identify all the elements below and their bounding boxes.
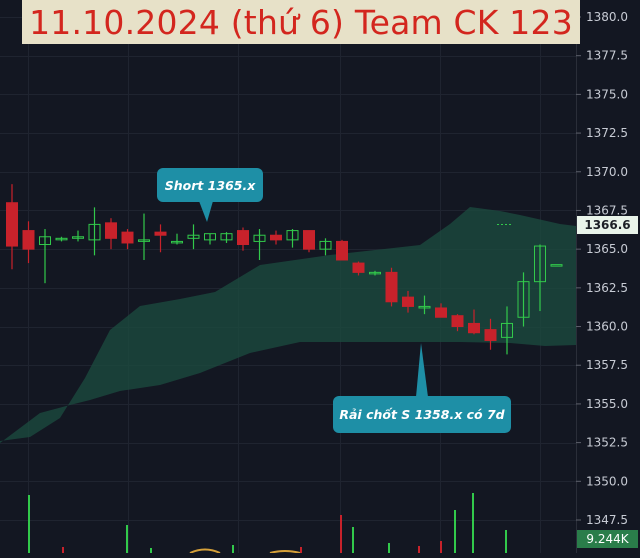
candles [6,184,563,355]
candle-body [435,307,447,318]
short-callout-pointer [199,201,213,222]
price-axis: 1380.0 1377.5 1375.0 1372.5 1370.0 1367.5 1365… [576,10,628,527]
candle-body [550,264,563,267]
volume-bar [340,515,342,553]
y-tick-label: 1380.0 [586,10,628,24]
candle-body [6,202,18,247]
volume-bar [388,543,390,553]
candle-body [138,239,150,242]
y-tick-label: 1350.0 [586,474,628,488]
candle-body [55,237,68,241]
candle-body [154,231,167,236]
candle-body [270,234,282,241]
cloud [0,207,576,443]
volume-bar [232,545,234,553]
candle-body [204,233,216,241]
close-callout-text: Rải chốt S 1358.x có 7d [339,407,505,422]
volume-bar [454,510,456,553]
y-tick-label: 1357.5 [586,358,628,372]
y-tick-label: 1347.5 [586,513,628,527]
candle-body [369,271,381,275]
volume-bar [28,495,30,553]
candle-body [105,222,117,239]
volume-bar [150,548,152,553]
candle-body [418,305,431,309]
volume-bar [62,547,64,553]
volume-bar [440,541,442,553]
last-price-tag: 1366.6 [577,216,638,234]
volume-bar [505,530,507,553]
candle-body [517,281,530,318]
candle-body [352,262,365,273]
close-callout: Rải chốt S 1358.x có 7d [333,396,511,433]
candle-body [303,230,315,250]
candle-body [187,234,200,239]
candle-body [336,240,348,261]
candle-body [121,231,134,244]
candle-body [501,322,513,338]
title-banner: 11.10.2024 (thứ 6) Team CK 123 [22,0,580,44]
candle-body [237,230,249,246]
volume-bar [352,527,354,553]
volume-bar [126,525,128,553]
candle-body [484,329,497,341]
y-tick-label: 1362.5 [586,281,628,295]
ichimoku-cloud [0,207,576,443]
y-tick-label: 1370.0 [586,165,628,179]
candle-body [220,233,233,241]
candle-body [171,240,183,244]
volume-bars [28,493,507,554]
y-tick-label: 1352.5 [586,436,628,450]
candle-body [451,315,464,328]
candle-body [402,296,414,307]
y-tick-label: 1377.5 [586,49,628,63]
candle-body [22,230,35,250]
y-tick-label: 1360.0 [586,320,628,334]
volume-bar [300,547,302,553]
candle-body [253,234,266,242]
candle-body [468,322,480,334]
volume-tag: 9.244K [577,530,638,548]
candle-body [385,271,398,303]
chart-title: 11.10.2024 (thứ 6) Team CK 123 [29,2,573,42]
y-tick-label: 1367.5 [586,203,628,217]
candle-body [319,240,332,250]
y-tick-label: 1365.0 [586,242,628,256]
y-tick-label: 1372.5 [586,126,628,140]
volume-ma-line [189,548,301,554]
y-tick-label: 1375.0 [586,87,628,101]
candle-body [286,230,299,241]
short-callout-text: Short 1365.x [164,177,256,193]
candle-body [72,236,84,239]
candle-body [88,223,101,241]
volume-bar [472,493,474,553]
candle-body [534,245,546,283]
candle-body [39,236,51,246]
short-callout: Short 1365.x [157,168,263,202]
y-tick-label: 1355.0 [586,397,628,411]
volume-bar [418,546,420,553]
close-callout-pointer [416,343,428,397]
